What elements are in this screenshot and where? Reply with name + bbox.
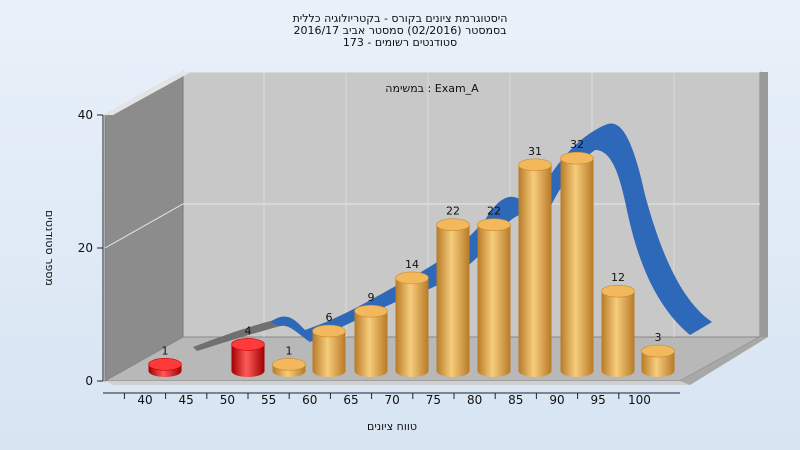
x-tick-label: 60 xyxy=(302,393,317,407)
bar-top xyxy=(560,151,594,165)
bar-value-label: 1 xyxy=(286,344,293,357)
x-tick-label: 55 xyxy=(261,393,276,407)
bar xyxy=(354,304,388,377)
bar-top xyxy=(148,358,182,371)
bar-body xyxy=(231,344,265,377)
top-frame-edge xyxy=(105,72,191,115)
bar xyxy=(231,338,265,377)
y-tick-label: 40 xyxy=(78,108,93,122)
x-tick-label: 85 xyxy=(508,393,523,407)
x-tick-label: 70 xyxy=(385,393,400,407)
bar xyxy=(272,358,306,377)
bar-body xyxy=(477,224,511,377)
y-tick-label: 20 xyxy=(78,241,93,255)
floor-right-edge xyxy=(680,337,768,385)
bar-body xyxy=(641,351,675,377)
bar-value-label: 9 xyxy=(368,291,375,304)
bar-value-label: 3 xyxy=(655,331,662,344)
x-tick-label: 90 xyxy=(549,393,564,407)
floor-front-edge xyxy=(105,381,690,385)
bar-body xyxy=(518,164,552,377)
bar-value-label: 32 xyxy=(570,138,584,151)
y-axis-label: מספר סטודנטים xyxy=(43,210,56,286)
bar-value-label: 1 xyxy=(162,344,169,357)
bar-value-label: 31 xyxy=(528,145,542,158)
bar-value-label: 4 xyxy=(245,324,252,337)
bar-top xyxy=(518,158,552,172)
bar-top xyxy=(436,218,470,231)
bar-body xyxy=(560,158,594,377)
y-tick-label: 0 xyxy=(85,374,93,388)
chart-title-line-1: היסטוגרמת ציונים בקורס - בקטריולוגיה כלל… xyxy=(292,12,508,25)
x-tick-label: 50 xyxy=(220,393,235,407)
x-axis-label: טווח ציונים xyxy=(367,420,417,433)
chart-title-line-3: סטודנטים רשומים - 173 xyxy=(342,36,458,49)
bar-top xyxy=(312,324,346,338)
bar xyxy=(601,284,635,377)
bar-value-label: 6 xyxy=(326,311,333,324)
x-axis-ticks: 40 45 50 55 60 65 70 75 80 85 90 95 100 xyxy=(123,393,651,407)
bar xyxy=(477,218,511,377)
bar-value-label: 22 xyxy=(487,205,501,218)
bar-top xyxy=(272,358,306,371)
x-tick-label: 100 xyxy=(628,393,651,407)
x-tick-label: 80 xyxy=(467,393,482,407)
bar-value-label: 12 xyxy=(611,271,625,284)
bar-top xyxy=(231,338,265,351)
bar xyxy=(560,151,594,377)
bar-value-label: 14 xyxy=(405,258,419,271)
bar-body xyxy=(312,331,346,377)
bar-top xyxy=(477,218,511,231)
x-tick-label: 75 xyxy=(426,393,441,407)
exam-subtitle: Exam_A : במשימה xyxy=(385,82,479,95)
bar xyxy=(436,218,470,377)
bar xyxy=(312,324,346,377)
x-tick-label: 95 xyxy=(591,393,606,407)
bar-top xyxy=(395,271,429,285)
bar-body xyxy=(395,277,429,377)
bar-body xyxy=(601,291,635,377)
bars xyxy=(148,151,675,377)
x-tick-label: 40 xyxy=(137,393,152,407)
bar-top xyxy=(601,284,635,298)
bar-top xyxy=(641,344,675,358)
y-axis-ticks: 0 20 40 xyxy=(78,108,103,388)
bar xyxy=(641,344,675,377)
x-tick-label: 45 xyxy=(179,393,194,407)
chart-title-line-2: בסמסטר (02/2016) סמסטר אביב 2016/17 xyxy=(293,24,507,37)
bar xyxy=(395,271,429,377)
bar-body xyxy=(354,311,388,377)
bar xyxy=(518,158,552,377)
right-frame-edge xyxy=(760,72,768,337)
bar xyxy=(148,358,182,377)
bar-body xyxy=(436,224,470,377)
distribution-ribbon-failing xyxy=(193,317,292,351)
x-tick-label: 65 xyxy=(343,393,358,407)
bar-value-label: 22 xyxy=(446,205,460,218)
bar-top xyxy=(354,304,388,318)
